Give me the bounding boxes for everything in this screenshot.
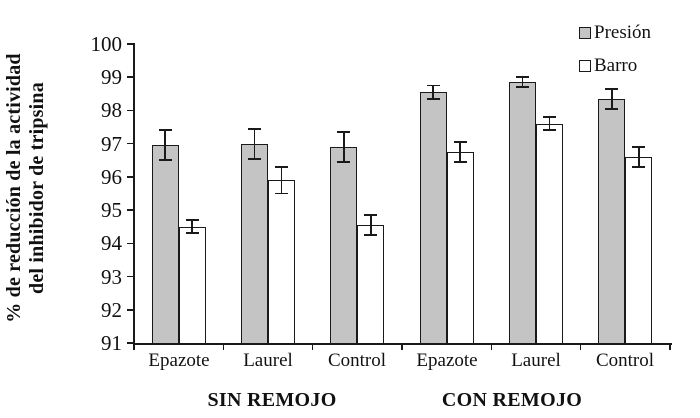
error-bar-cap-top <box>426 84 440 87</box>
group-label-con-remojo: CON REMOJO <box>441 389 583 411</box>
y-tick-label: 99 <box>101 65 122 90</box>
y-tick-label: 92 <box>101 297 122 322</box>
bar-presion-1 <box>241 143 268 344</box>
bar-barro-4 <box>536 123 563 344</box>
x-tick <box>311 343 314 350</box>
category-label-control-sin: Control <box>327 350 387 371</box>
error-bar-cap-bottom <box>543 129 556 132</box>
y-axis-title-line1: % de reducción de la actividad <box>3 53 25 323</box>
y-axis-line <box>133 43 135 344</box>
category-label-control-con: Control <box>595 350 655 371</box>
error-bar-cap-top <box>632 146 646 148</box>
error-bar-line <box>459 142 462 162</box>
y-tick-label: 95 <box>101 198 122 223</box>
error-bar-cap-top <box>605 87 619 90</box>
x-tick <box>401 343 403 350</box>
error-bar-line <box>610 88 613 109</box>
error-bar-cap-top <box>275 166 288 168</box>
error-bar-cap-top <box>516 76 529 79</box>
bar-presion-0 <box>151 145 179 344</box>
presion-swatch-icon <box>579 26 591 39</box>
y-tick <box>127 109 134 112</box>
y-tick <box>127 43 134 45</box>
y-tick-label: 96 <box>101 164 122 189</box>
x-tick <box>222 343 225 350</box>
error-bar-cap-top <box>248 127 261 130</box>
error-bar-line <box>191 220 194 234</box>
bar-barro-5 <box>625 156 653 344</box>
error-bar-cap-top <box>158 129 172 132</box>
y-tick <box>127 308 134 311</box>
bar-presion-4 <box>509 82 536 344</box>
y-tick-label: 93 <box>101 264 122 289</box>
error-bar-cap-bottom <box>364 234 378 236</box>
bar-barro-2 <box>357 225 385 344</box>
error-bar-line <box>637 146 640 167</box>
x-tick <box>579 343 582 350</box>
x-tick <box>133 343 135 350</box>
y-tick <box>127 242 134 245</box>
error-bar-cap-top <box>337 131 351 133</box>
y-tick-label: 94 <box>101 231 122 256</box>
bar-presion-2 <box>330 146 358 344</box>
legend-label-barro: Barro <box>594 55 638 76</box>
error-bar-cap-bottom <box>453 161 467 163</box>
y-tick-label: 98 <box>101 98 122 123</box>
error-bar-cap-bottom <box>605 107 619 110</box>
error-bar-line <box>548 117 551 131</box>
y-tick <box>127 176 134 178</box>
error-bar-cap-bottom <box>248 157 261 160</box>
group-label-sin-remojo: SIN REMOJO <box>207 389 337 411</box>
error-bar-cap-bottom <box>426 97 440 100</box>
error-bar-line <box>432 85 435 99</box>
barro-swatch-icon <box>579 59 591 72</box>
legend-label-presion: Presión <box>594 22 651 43</box>
error-bar-cap-bottom <box>337 161 351 163</box>
error-bar-line <box>253 128 256 159</box>
category-label-epazote-con: Epazote <box>416 350 478 371</box>
y-tick <box>127 142 134 145</box>
category-label-laurel-con: Laurel <box>511 350 561 371</box>
error-bar-cap-bottom <box>158 159 172 162</box>
error-bar-cap-top <box>543 116 556 118</box>
error-bar-cap-bottom <box>185 232 199 235</box>
category-label-laurel-sin: Laurel <box>243 350 293 371</box>
y-tick <box>127 76 134 79</box>
error-bar-cap-top <box>364 214 378 216</box>
y-axis-title: % de reducción de la actividad del inhib… <box>3 8 49 368</box>
error-bar-line <box>369 215 372 236</box>
y-axis-title-line2: del inhibidor de tripsina <box>26 82 48 294</box>
y-tick <box>127 209 134 211</box>
error-bar-cap-bottom <box>275 192 288 195</box>
error-bar-cap-top <box>453 141 467 143</box>
x-tick <box>669 343 671 350</box>
legend: Presión Barro <box>579 23 651 89</box>
y-tick <box>127 342 134 344</box>
error-bar-line <box>342 132 345 162</box>
bar-barro-1 <box>268 180 295 344</box>
y-tick-label: 100 <box>90 32 123 56</box>
error-bar-line <box>280 166 283 194</box>
y-tick-label: 91 <box>101 331 122 355</box>
error-bar-cap-top <box>185 219 199 221</box>
y-tick-label: 97 <box>101 131 122 156</box>
bar-presion-3 <box>419 92 447 344</box>
y-tick <box>127 275 134 278</box>
x-tick <box>490 343 493 350</box>
error-bar-cap-bottom <box>516 86 529 89</box>
error-bar-line <box>164 130 167 161</box>
legend-item-barro: Barro <box>579 56 651 75</box>
error-bar-cap-bottom <box>632 166 646 168</box>
category-label-epazote-sin: Epazote <box>148 350 210 371</box>
bar-barro-0 <box>178 226 206 344</box>
error-bar-line <box>521 77 524 88</box>
bar-barro-3 <box>446 151 474 344</box>
legend-item-presion: Presión <box>579 23 651 42</box>
bar-presion-5 <box>598 98 626 344</box>
